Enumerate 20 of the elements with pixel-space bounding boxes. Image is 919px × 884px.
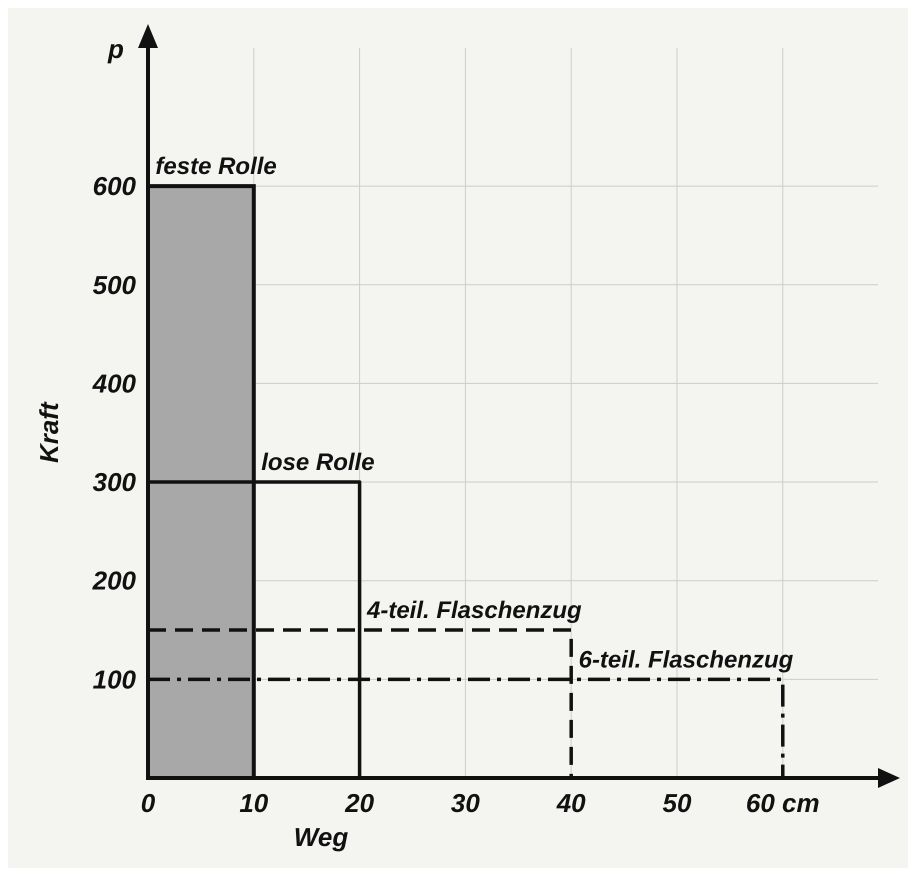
x-tick-label: 50 — [662, 788, 692, 818]
y-tick-label: 200 — [92, 566, 137, 596]
y-tick-label: 300 — [92, 467, 137, 498]
y-tick-label: 400 — [92, 368, 137, 398]
x-tick-label: 60 cm — [746, 788, 820, 818]
text: p — [107, 34, 124, 64]
x-axis-title: Weg — [294, 822, 348, 852]
series-label: 4-teil. Flaschenzug — [366, 597, 582, 624]
x-tick-label: 10 — [239, 788, 269, 818]
series-label: lose Rolle — [261, 449, 375, 476]
y-tick-label: 500 — [92, 270, 137, 300]
series-label: feste Rolle — [155, 153, 277, 180]
y-axis-title: Kraft — [34, 401, 64, 464]
series-label: 6-teil. Flaschenzug — [578, 646, 794, 674]
x-tick-label: 30 — [450, 788, 480, 818]
x-tick-label: 20 — [344, 788, 375, 818]
x-tick-label: 40 — [556, 788, 586, 818]
y-tick-label: 100 — [92, 664, 137, 694]
x-tick-label: 0 — [140, 788, 156, 818]
y-tick-label: 600 — [92, 171, 137, 202]
